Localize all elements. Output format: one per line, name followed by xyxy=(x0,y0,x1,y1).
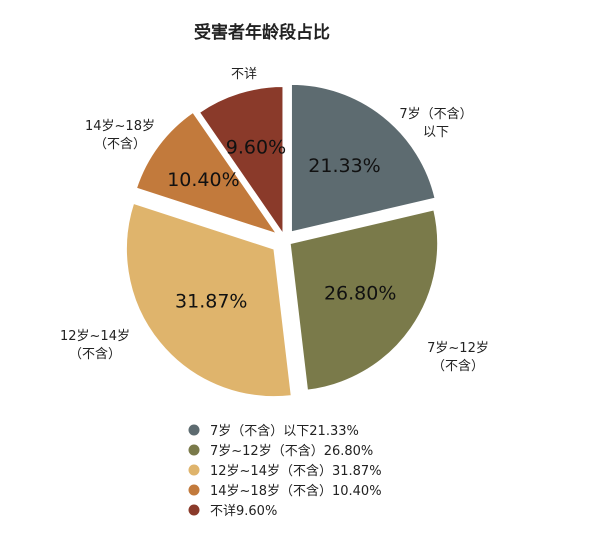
legend-label: 7岁（不含）以下21.33% xyxy=(210,423,359,439)
pie-slice xyxy=(198,85,284,237)
pie-slice xyxy=(135,111,279,236)
slice-outer-label: 14岁~18岁 xyxy=(85,119,155,134)
slice-outer-label: （不含） xyxy=(432,358,484,374)
slice-outer-label: （不含） xyxy=(69,346,121,362)
chart-title: 受害者年龄段占比 xyxy=(194,22,330,43)
pie-slice xyxy=(289,208,439,392)
pie-slices xyxy=(125,83,439,398)
slice-percent-label: 10.40% xyxy=(167,169,239,191)
legend-label: 14岁~18岁（不含）10.40% xyxy=(210,483,382,499)
legend-marker xyxy=(188,424,200,436)
slice-percent-label: 26.80% xyxy=(324,283,396,305)
slice-outer-label: 以下 xyxy=(423,125,449,140)
slice-outer-label: （不含） xyxy=(94,136,146,152)
legend-label: 不详9.60% xyxy=(210,504,277,519)
pie-slice xyxy=(125,202,293,398)
percent-labels: 21.33% 26.80% 31.87% 10.40% 9.60% xyxy=(167,137,396,313)
legend-marker xyxy=(188,484,200,496)
slice-outer-label: 7岁（不含） xyxy=(399,106,472,122)
slice-outer-label: 7岁~12岁 xyxy=(427,341,489,356)
legend-label: 7岁~12岁（不含）26.80% xyxy=(210,443,373,459)
slice-outer-label: 12岁~14岁 xyxy=(60,329,130,344)
slice-percent-label: 31.87% xyxy=(175,291,247,313)
legend: 7岁（不含）以下21.33% 7岁~12岁（不含）26.80% 12岁~14岁（不含… xyxy=(188,423,382,519)
legend-marker xyxy=(188,444,200,456)
pie-slice xyxy=(290,83,437,234)
legend-marker xyxy=(188,464,200,476)
slice-outer-label: 不详 xyxy=(231,67,257,82)
slice-percent-label: 9.60% xyxy=(226,137,286,159)
legend-label: 12岁~14岁（不含）31.87% xyxy=(210,463,382,479)
legend-marker xyxy=(188,504,200,516)
outer-labels: 7岁（不含） 以下 7岁~12岁 （不含） 12岁~14岁 （不含） 14岁~18岁 （不含）… xyxy=(60,67,489,374)
slice-percent-label: 21.33% xyxy=(308,155,380,177)
